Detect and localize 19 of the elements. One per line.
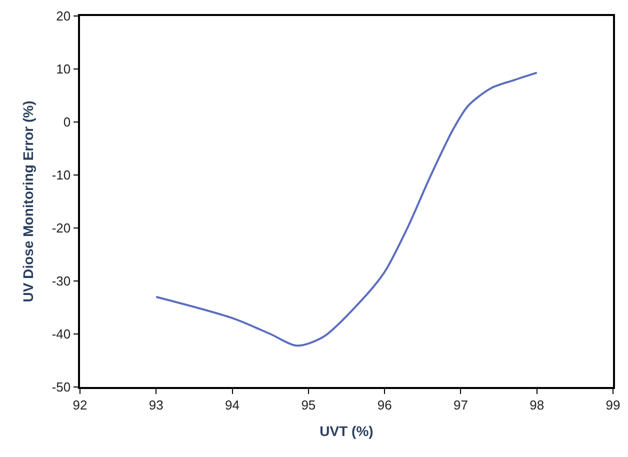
x-tick-label: 98	[530, 397, 544, 412]
x-tick-label: 93	[148, 397, 164, 412]
x-tick-label: 97	[453, 397, 468, 412]
y-tick-label: 10	[56, 62, 71, 77]
y-tick-label: -40	[52, 326, 71, 342]
x-axis-title: UVT (%)	[320, 423, 374, 440]
y-axis-title: UV Diose Monitoring Error (%)	[20, 100, 36, 302]
x-tick-label: 92	[72, 397, 88, 412]
line-series	[155, 72, 538, 347]
x-tick-label: 95	[301, 397, 316, 412]
x-tick-label: 96	[377, 397, 392, 412]
y-tick-label: -50	[52, 380, 71, 395]
y-tick-label: 20	[56, 8, 71, 24]
y-tick-label: -10	[52, 168, 71, 183]
y-tick-label: -30	[52, 274, 71, 289]
x-tick-label: 99	[606, 397, 620, 412]
x-tick-label: 94	[225, 397, 240, 412]
y-tick-label: 0	[63, 114, 71, 130]
y-tick-label: -20	[52, 220, 71, 236]
